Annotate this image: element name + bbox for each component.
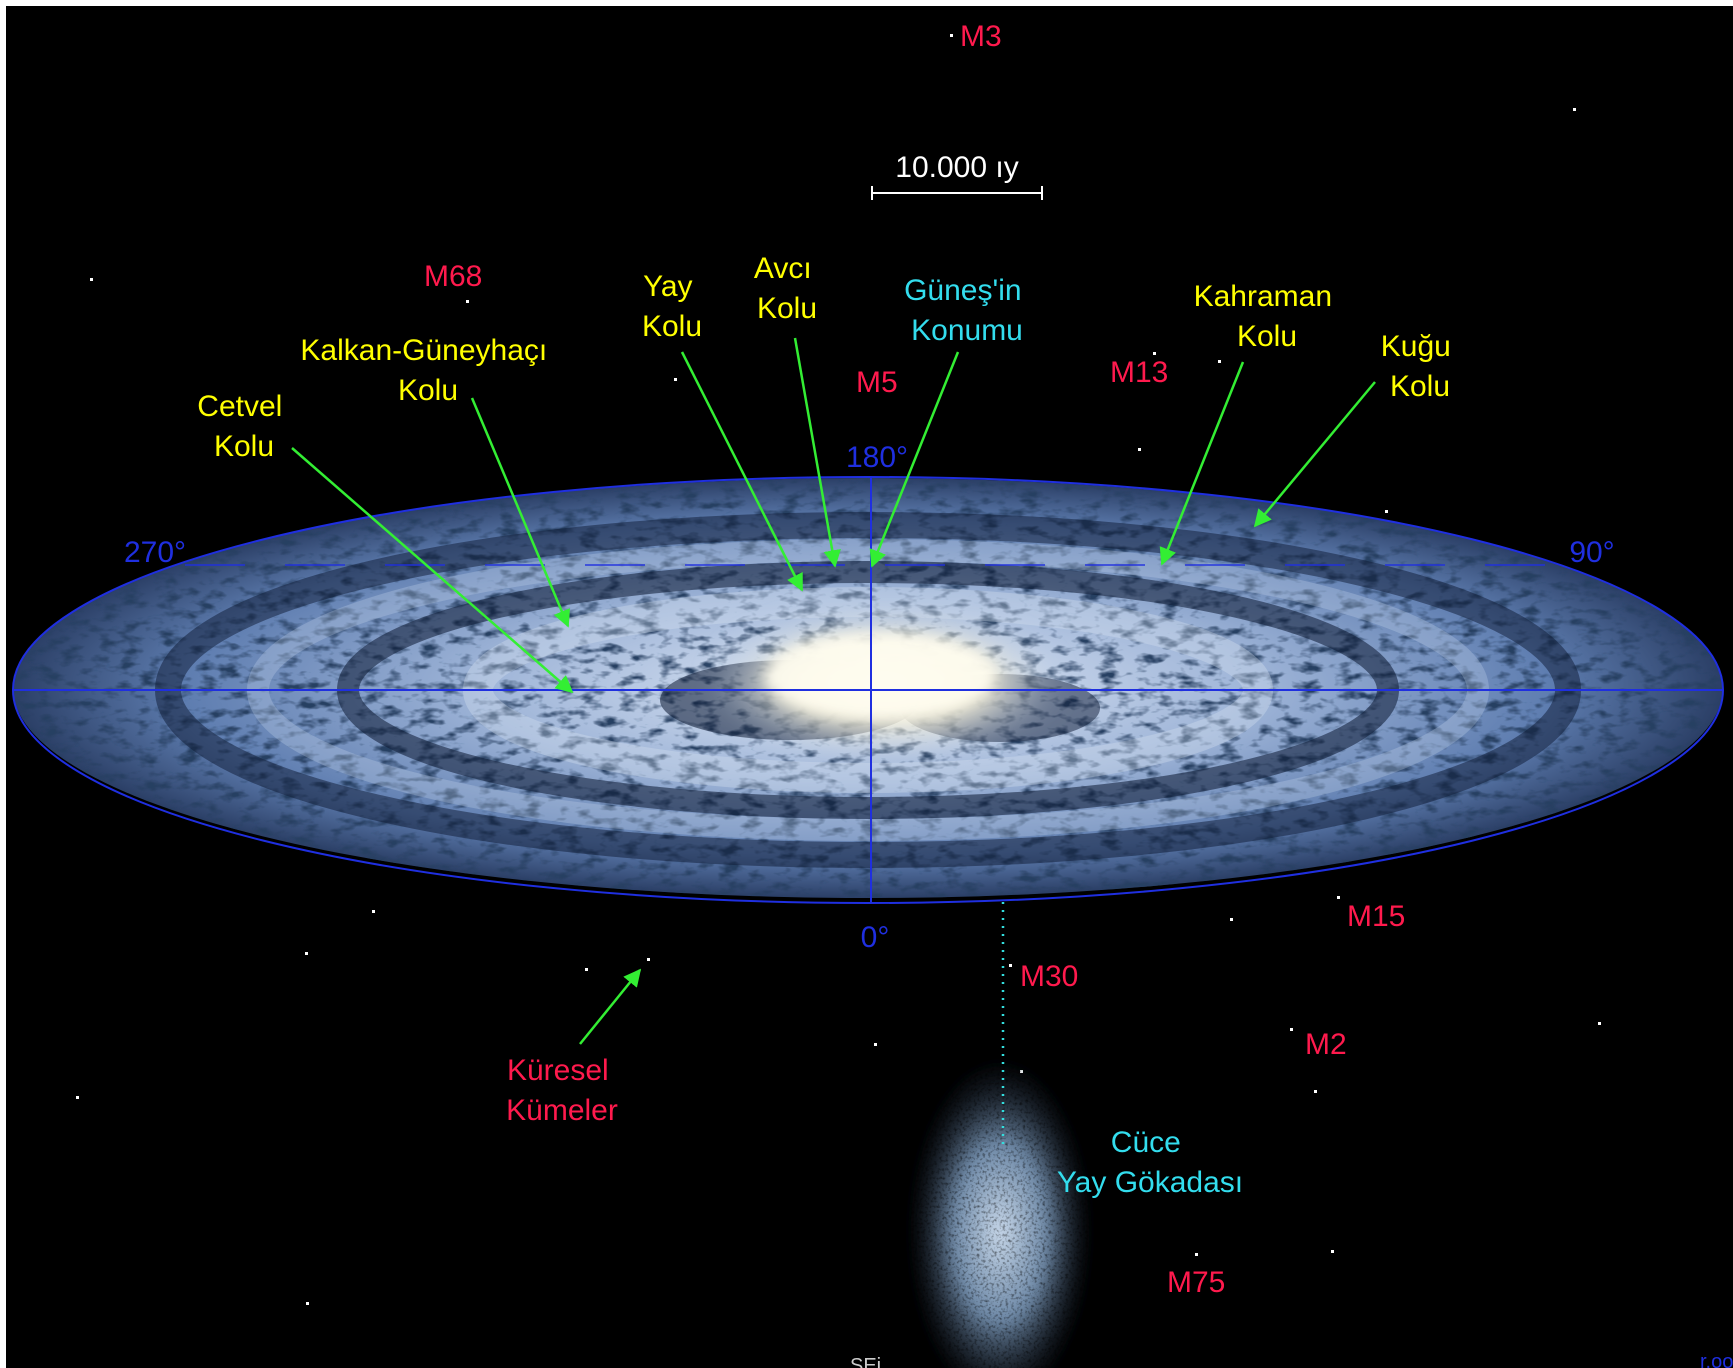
arrow-yay: [680, 351, 804, 592]
arrow-sun: [869, 351, 960, 568]
dwarf-galaxy-label: Cüce Yay Gökadası: [1057, 1126, 1243, 1199]
longitude-grid: [12, 476, 1724, 904]
pointer-arrows: [291, 337, 1376, 1045]
arm-label-yay-line1: Yay: [643, 270, 692, 303]
arm-label-kalkan-line2: Kolu: [398, 374, 458, 407]
cluster-label-m5: M5: [856, 366, 898, 399]
globular-clusters-label: Küresel Kümeler: [506, 1054, 618, 1127]
arrow-kahraman: [1159, 361, 1245, 566]
cluster-labels: M3 M68 M5 M13 M15 M30 M2 M75: [424, 20, 1405, 1299]
arm-label-kugu-line1: Kuğu: [1381, 330, 1451, 363]
arm-label-avci-line1: Avcı: [754, 252, 812, 285]
sagittarius-dwarf-galaxy: [908, 1057, 1092, 1368]
arm-label-avci-line2: Kolu: [757, 292, 817, 325]
arm-label-kalkan-line1: Kalkan-Güneyhaçı: [300, 334, 547, 367]
cluster-label-m68: M68: [424, 260, 482, 293]
arm-label-yay-line2: Kolu: [642, 310, 702, 343]
arm-label-cetvel-line1: Cetvel: [197, 390, 282, 423]
sun-position-line2: Konumu: [911, 314, 1023, 347]
bottom-fragment-right: r.oo: [1700, 1351, 1733, 1368]
dwarf-galaxy-line1: Cüce: [1111, 1126, 1181, 1159]
cluster-label-m75: M75: [1167, 1266, 1225, 1299]
arrow-kugu: [1253, 381, 1376, 528]
arrow-kalkan: [470, 397, 570, 628]
cluster-label-m13: M13: [1110, 356, 1168, 389]
cluster-label-m3: M3: [960, 20, 1002, 53]
longitude-label-270: 270°: [124, 536, 186, 569]
scale-bar-label: 10.000 ıy: [895, 151, 1018, 184]
longitude-label-90: 90°: [1569, 536, 1614, 569]
sun-position-label: Güneş'in Konumu: [904, 274, 1030, 347]
arm-label-cetvel-line2: Kolu: [214, 430, 274, 463]
longitude-label-0: 0°: [861, 921, 890, 954]
arm-label-yay: Yay Kolu: [642, 270, 702, 343]
arm-label-cetvel: Cetvel Kolu: [197, 390, 290, 463]
longitude-label-180: 180°: [846, 441, 908, 474]
bottom-fragment-center: SEi: [850, 1355, 881, 1368]
cluster-label-m2: M2: [1305, 1028, 1347, 1061]
sun-position-line1: Güneş'in: [904, 274, 1021, 307]
arm-label-kahraman-line1: Kahraman: [1194, 280, 1332, 313]
cluster-label-m30: M30: [1020, 960, 1078, 993]
arm-label-kahraman-line2: Kolu: [1237, 320, 1297, 353]
arrow-cetvel: [291, 447, 574, 694]
cluster-markers: [466, 34, 1340, 1256]
dwarf-galaxy-line2: Yay Gökadası: [1057, 1166, 1243, 1199]
galactic-disk: [13, 478, 1723, 898]
arrow-avci: [793, 337, 841, 568]
arrow-globular: [579, 968, 642, 1045]
globular-clusters-line1: Küresel: [507, 1054, 609, 1087]
scale-bar: [871, 186, 1043, 200]
arm-label-kalkan: Kalkan-Güneyhaçı Kolu: [300, 334, 555, 407]
arm-labels: Cetvel Kolu Kalkan-Güneyhaçı Kolu Yay Ko…: [197, 252, 1459, 463]
globular-clusters-line2: Kümeler: [506, 1094, 618, 1127]
cluster-label-m15: M15: [1347, 900, 1405, 933]
arm-label-kugu: Kuğu Kolu: [1381, 330, 1459, 403]
arm-label-kahraman: Kahraman Kolu: [1194, 280, 1341, 353]
arm-label-kugu-line2: Kolu: [1390, 370, 1450, 403]
arm-label-avci: Avcı Kolu: [754, 252, 820, 325]
